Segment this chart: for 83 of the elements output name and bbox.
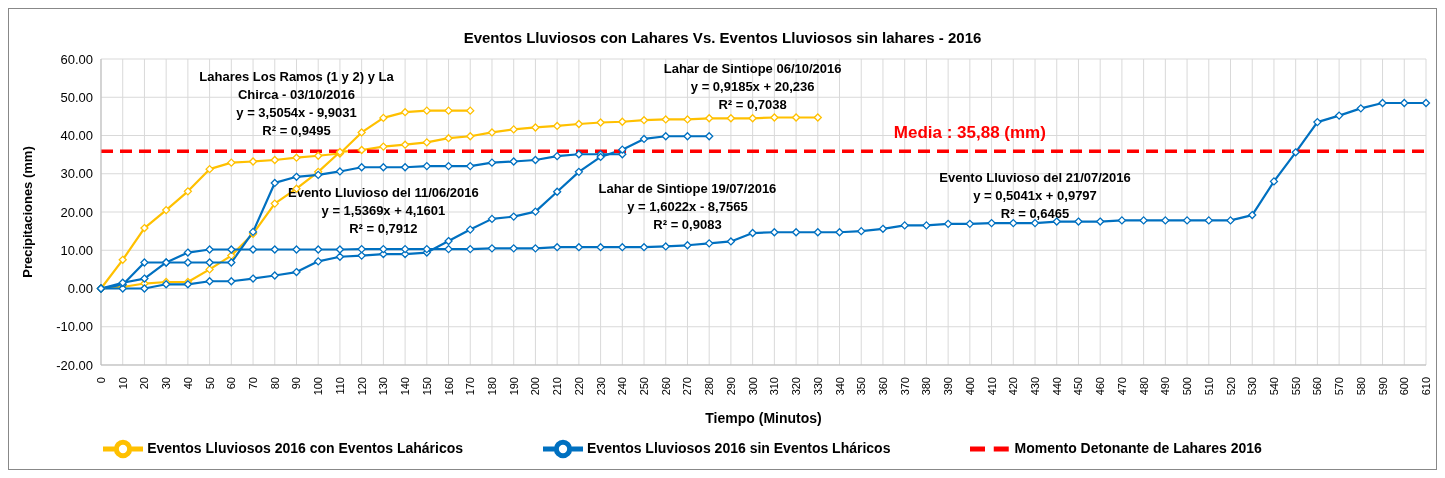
y-tick-label: -10.00 xyxy=(56,319,93,335)
x-tick-label: 50 xyxy=(203,377,216,390)
x-tick-label: 500 xyxy=(1181,377,1194,396)
x-tick-label: 20 xyxy=(138,377,151,390)
x-tick-label: 80 xyxy=(268,377,281,390)
x-tick-label: 70 xyxy=(247,377,260,390)
annotation: Media : 35,88 (mm) xyxy=(893,122,1046,142)
x-tick-label: 570 xyxy=(1333,377,1346,396)
x-tick-label: 350 xyxy=(855,377,868,396)
x-tick-label: 240 xyxy=(616,377,629,396)
x-tick-label: 120 xyxy=(355,377,368,396)
x-tick-label: 110 xyxy=(333,377,346,395)
x-tick-label: 30 xyxy=(160,377,173,390)
x-tick-label: 210 xyxy=(551,377,564,396)
x-tick-label: 150 xyxy=(420,377,433,396)
x-tick-label: 290 xyxy=(724,377,737,396)
x-tick-label: 260 xyxy=(659,377,672,396)
x-tick-label: 520 xyxy=(1224,377,1237,396)
y-tick-label: 30.00 xyxy=(60,166,93,182)
annotation: Lahares Los Ramos (1 y 2) y La Chirca - 03/10/2016 y = 3,5054x - 9,9031 R² = 0,9495 xyxy=(199,68,395,138)
y-tick-label: 40.00 xyxy=(60,128,93,144)
x-tick-label: 0 xyxy=(95,377,107,384)
y-tick-label: 10.00 xyxy=(60,242,93,258)
x-tick-label: 90 xyxy=(290,377,303,390)
chart-title: Eventos Lluviosos con Lahares Vs. Eventos Lluviosos sin lahares - 2016 xyxy=(462,28,983,46)
y-tick-label: 0.00 xyxy=(67,281,93,297)
legend-label: Eventos Lluviosos 2016 sin Eventos Lháricos xyxy=(587,439,891,456)
x-tick-label: 430 xyxy=(1029,377,1042,396)
x-tick-label: 270 xyxy=(681,377,694,396)
x-tick-label: 190 xyxy=(507,377,520,396)
x-tick-label: 320 xyxy=(790,377,803,396)
x-tick-label: 510 xyxy=(1202,377,1215,396)
y-tick-label: 60.00 xyxy=(60,51,93,67)
x-tick-label: 560 xyxy=(1311,377,1324,396)
x-tick-label: 180 xyxy=(485,377,498,396)
x-axis-title: Tiempo (Minutos) xyxy=(705,410,822,426)
x-tick-label: 450 xyxy=(1072,377,1085,396)
annotation: Evento Lluvioso del 21/07/2016 y = 0,5041x + 0,9797 R² = 0,6465 xyxy=(939,169,1131,221)
x-tick-label: 580 xyxy=(1354,377,1367,396)
x-tick-label: 610 xyxy=(1420,377,1432,396)
x-tick-label: 40 xyxy=(181,377,194,390)
x-tick-label: 490 xyxy=(1159,377,1172,396)
x-tick-label: 600 xyxy=(1398,377,1411,396)
x-tick-label: 540 xyxy=(1267,377,1280,396)
x-tick-label: 100 xyxy=(312,377,325,396)
x-tick-label: 130 xyxy=(377,377,390,396)
x-tick-label: 380 xyxy=(920,377,933,396)
x-tick-label: 230 xyxy=(594,377,607,396)
x-tick-label: 420 xyxy=(1007,377,1020,396)
annotation: Lahar de Sintiope 06/10/2016 y = 0,9185x + 20,236 R² = 0,7038 xyxy=(663,60,842,112)
x-tick-label: 460 xyxy=(1094,377,1107,396)
x-tick-label: 410 xyxy=(985,377,998,396)
y-axis-title: Precipitaciones (mm) xyxy=(19,146,35,278)
x-tick-label: 160 xyxy=(442,377,455,396)
x-tick-label: 170 xyxy=(464,377,477,396)
x-tick-label: 60 xyxy=(225,377,238,390)
x-tick-label: 360 xyxy=(876,377,889,396)
annotation: Lahar de Sintiope 19/07/2016 y = 1,6022x - 8,7565 R² = 0,9083 xyxy=(598,181,777,233)
x-tick-label: 590 xyxy=(1376,377,1389,396)
x-tick-label: 530 xyxy=(1246,377,1259,396)
y-tick-label: 50.00 xyxy=(60,89,93,105)
y-tick-label: 20.00 xyxy=(60,204,93,220)
x-tick-label: 250 xyxy=(638,377,651,396)
x-tick-label: 400 xyxy=(963,377,976,396)
x-tick-label: 550 xyxy=(1289,377,1302,396)
x-tick-label: 330 xyxy=(811,377,824,396)
x-tick-label: 300 xyxy=(746,377,759,396)
x-tick-label: 310 xyxy=(768,377,781,396)
y-tick-label: -20.00 xyxy=(56,357,93,373)
x-tick-label: 220 xyxy=(572,377,585,396)
legend-label: Eventos Lluviosos 2016 con Eventos Laháricos xyxy=(147,439,464,456)
annotation: Evento Lluvioso del 11/06/2016 y = 1,5369x + 4,1601 R² = 0,7912 xyxy=(287,185,479,237)
x-tick-label: 390 xyxy=(942,377,955,396)
x-tick-label: 200 xyxy=(529,377,542,396)
x-tick-label: 140 xyxy=(399,377,412,396)
x-tick-label: 370 xyxy=(898,377,911,396)
x-tick-label: 340 xyxy=(833,377,846,396)
x-tick-label: 470 xyxy=(1115,377,1128,396)
x-tick-label: 10 xyxy=(116,377,129,390)
x-tick-label: 440 xyxy=(1050,377,1063,396)
legend-label: Momento Detonante de Lahares 2016 xyxy=(1014,439,1262,456)
x-tick-label: 480 xyxy=(1137,377,1150,396)
x-tick-label: 280 xyxy=(703,377,716,396)
